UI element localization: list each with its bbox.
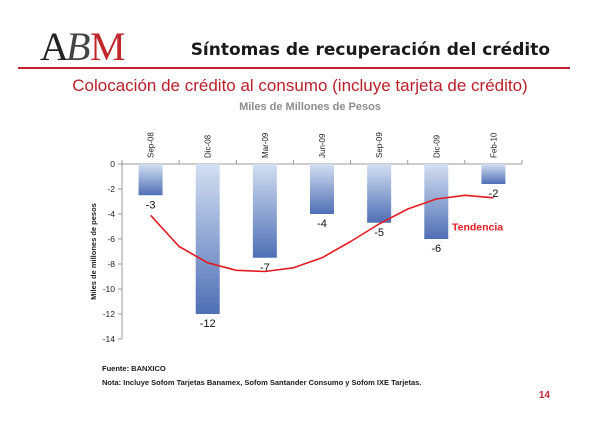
- abm-logo: A B M: [40, 24, 126, 68]
- chart-units: Miles de Millones de Pesos: [239, 101, 381, 113]
- y-tick-label: -12: [103, 309, 116, 319]
- data-label: -6: [431, 243, 441, 255]
- data-label: -4: [317, 218, 327, 230]
- y-tick-label: -10: [103, 284, 116, 294]
- data-label: -5: [374, 227, 384, 239]
- source-note: Fuente: BANXICO: [102, 364, 166, 373]
- header-divider: [18, 67, 570, 69]
- data-label: -3: [146, 199, 156, 211]
- y-tick-label: -4: [107, 209, 115, 219]
- y-tick-label: 0: [110, 159, 115, 169]
- category-label: Sep-09: [375, 132, 384, 158]
- y-tick-label: -6: [107, 234, 115, 244]
- y-tick-label: -2: [107, 184, 115, 194]
- trend-line: [150, 194, 494, 273]
- category-label: Mar-09: [261, 132, 270, 158]
- data-label: -2: [489, 188, 499, 200]
- category-label: Sep-08: [147, 132, 156, 158]
- y-tick-label: -14: [103, 334, 116, 344]
- data-label: -12: [200, 318, 216, 330]
- category-label: Feb-10: [489, 132, 498, 158]
- data-label: -7: [260, 262, 270, 274]
- bar: [252, 164, 277, 258]
- svg-text:M: M: [90, 24, 126, 68]
- svg-text:A: A: [40, 24, 69, 68]
- y-tick-label: -8: [107, 259, 115, 269]
- chart-title: Colocación de crédito al consumo (incluy…: [72, 76, 528, 95]
- category-label: Dic-08: [204, 134, 213, 158]
- page-number: 14: [538, 390, 550, 401]
- bar: [310, 164, 334, 214]
- trend-legend-label: Tendencia: [452, 222, 503, 234]
- svg-text:B: B: [66, 24, 90, 68]
- bar: [138, 164, 163, 196]
- category-label: Dic-09: [432, 134, 441, 158]
- y-axis-label: Miles de millones de pesos: [89, 203, 98, 300]
- bar: [481, 164, 506, 184]
- category-label: Jun-09: [318, 133, 327, 158]
- bar: [195, 164, 220, 314]
- page-title: Síntomas de recuperación del crédito: [190, 40, 550, 60]
- footnote: Nota: Incluye Sofom Tarjetas Banamex, So…: [102, 378, 422, 387]
- bar: [367, 164, 392, 223]
